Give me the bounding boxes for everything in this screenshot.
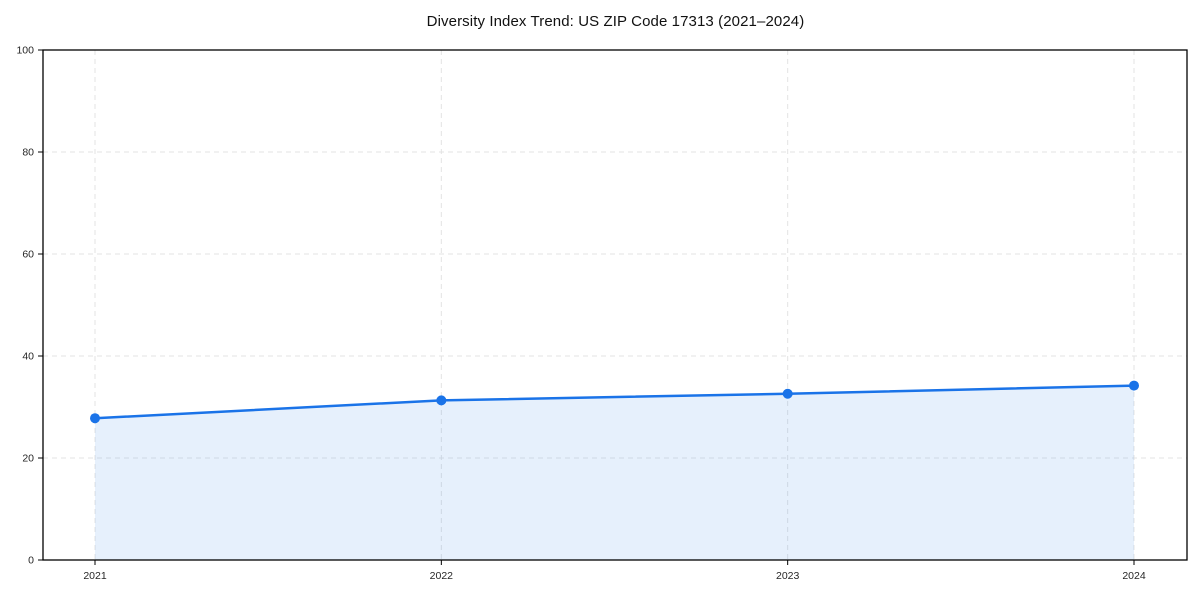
- y-tick-label: 60: [22, 249, 34, 261]
- data-point-marker: [782, 388, 793, 399]
- y-tick-label: 100: [16, 45, 34, 57]
- x-tick-label: 2023: [776, 570, 800, 582]
- data-point-marker: [436, 395, 447, 406]
- y-tick-label: 20: [22, 453, 34, 465]
- y-tick-label: 40: [22, 351, 34, 363]
- plot-border: [42, 49, 1188, 561]
- data-point-marker: [90, 413, 100, 424]
- x-tick-label: 2022: [430, 570, 454, 582]
- chart-title: Diversity Index Trend: US ZIP Code 17313…: [426, 13, 805, 30]
- x-tick-label: 2021: [83, 570, 107, 582]
- y-tick-label: 80: [22, 147, 34, 159]
- y-tick-label: 0: [28, 555, 34, 567]
- trend-line: [93, 384, 1136, 420]
- x-tick-label: 2024: [1122, 570, 1146, 582]
- data-point-marker: [1129, 380, 1139, 391]
- area-fill: [95, 385, 1134, 560]
